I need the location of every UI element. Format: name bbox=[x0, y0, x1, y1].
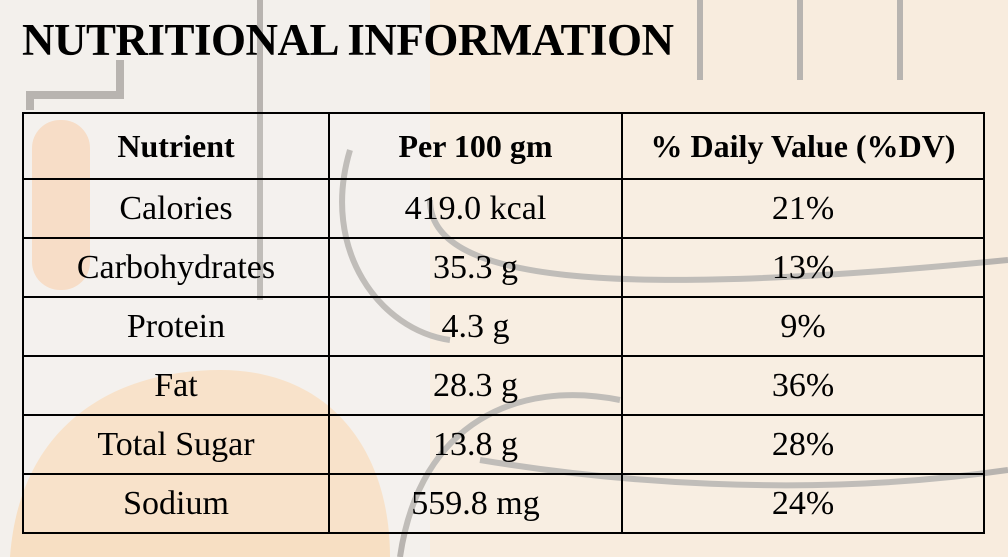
nutrient-cell: Sodium bbox=[22, 473, 330, 534]
amount-cell: 28.3 g bbox=[328, 355, 623, 416]
table-row: Calories 419.0 kcal 21% bbox=[22, 178, 985, 239]
nutrient-cell: Fat bbox=[22, 355, 330, 416]
table-header-row: Nutrient Per 100 gm % Daily Value (%DV) bbox=[22, 112, 985, 180]
amount-cell: 13.8 g bbox=[328, 414, 623, 475]
daily-value-cell: 28% bbox=[621, 414, 985, 475]
table-row: Sodium 559.8 mg 24% bbox=[22, 473, 985, 534]
nutrient-cell: Protein bbox=[22, 296, 330, 357]
nutrient-cell: Total Sugar bbox=[22, 414, 330, 475]
table-row: Total Sugar 13.8 g 28% bbox=[22, 414, 985, 475]
daily-value-cell: 21% bbox=[621, 178, 985, 239]
daily-value-cell: 24% bbox=[621, 473, 985, 534]
amount-cell: 4.3 g bbox=[328, 296, 623, 357]
nutrition-table: Nutrient Per 100 gm % Daily Value (%DV) … bbox=[22, 112, 985, 534]
table-row: Fat 28.3 g 36% bbox=[22, 355, 985, 416]
table-row: Protein 4.3 g 9% bbox=[22, 296, 985, 357]
page-title: NUTRITIONAL INFORMATION bbox=[22, 15, 674, 65]
header-per-100gm: Per 100 gm bbox=[328, 112, 623, 180]
header-daily-value: % Daily Value (%DV) bbox=[621, 112, 985, 180]
amount-cell: 559.8 mg bbox=[328, 473, 623, 534]
table-row: Carbohydrates 35.3 g 13% bbox=[22, 237, 985, 298]
daily-value-cell: 13% bbox=[621, 237, 985, 298]
daily-value-cell: 36% bbox=[621, 355, 985, 416]
amount-cell: 419.0 kcal bbox=[328, 178, 623, 239]
amount-cell: 35.3 g bbox=[328, 237, 623, 298]
header-nutrient: Nutrient bbox=[22, 112, 330, 180]
nutrient-cell: Calories bbox=[22, 178, 330, 239]
nutrient-cell: Carbohydrates bbox=[22, 237, 330, 298]
daily-value-cell: 9% bbox=[621, 296, 985, 357]
